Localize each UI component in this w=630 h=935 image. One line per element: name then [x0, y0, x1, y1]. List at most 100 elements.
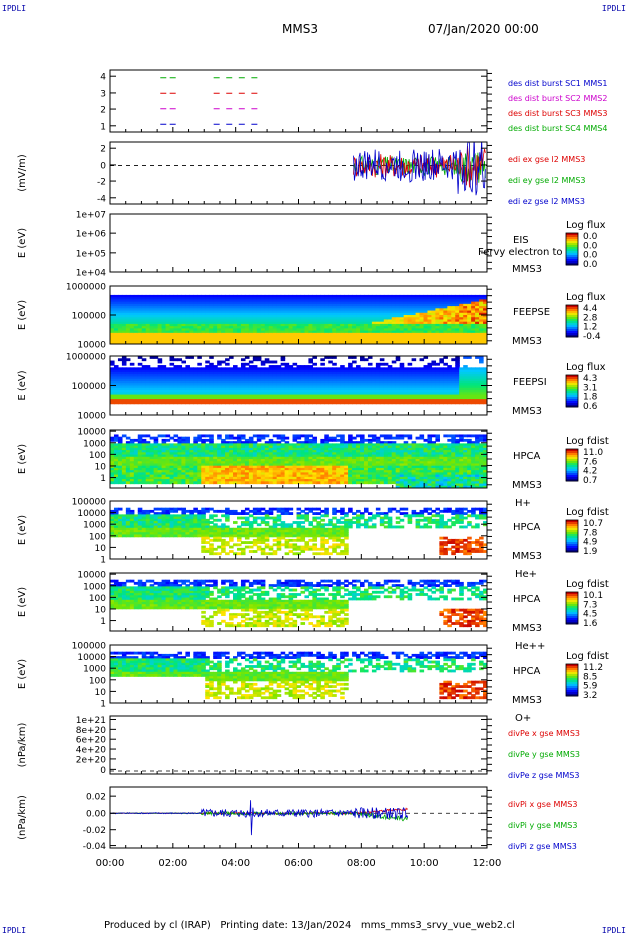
feepsi-cell — [340, 401, 345, 404]
feepsi-cell — [185, 401, 190, 404]
hpca_h-cell — [158, 481, 163, 484]
feepsi-cell — [416, 401, 421, 404]
feepsi-cell — [225, 358, 230, 361]
hpca_h-cell — [213, 481, 218, 484]
feepsi-cell — [467, 401, 472, 404]
feepsi-cell — [265, 401, 270, 404]
hpca_h-cell — [225, 437, 230, 440]
hpca_h-cell — [166, 481, 171, 484]
feepsi-cell — [134, 401, 139, 404]
feepsi-cell — [332, 363, 337, 366]
feepsi-cell — [213, 401, 218, 404]
feepsi-cell — [138, 401, 143, 404]
hpca_h-cell — [225, 481, 230, 484]
feepsi-cell — [130, 401, 135, 404]
feepsi-cell — [181, 361, 186, 364]
hpca_h-cell — [181, 481, 186, 484]
hpca_h-cell — [118, 481, 123, 484]
feepsi-cell — [281, 401, 286, 404]
feepsi-cell — [130, 363, 135, 366]
hpca_h-cell — [114, 439, 119, 442]
edi-legend-item: edi ez gse l2 MMS3 — [508, 197, 585, 206]
feepse-colorbar — [566, 305, 578, 338]
feepsi-cell — [300, 401, 305, 404]
feepsi-cell — [293, 401, 298, 404]
feepsi-spectrogram — [110, 356, 488, 404]
feepsi-cell — [233, 401, 238, 404]
feepsi-cell — [205, 361, 210, 364]
feepsi-label-instrument: FEEPSI — [513, 377, 547, 388]
hpca_h-cell — [166, 439, 171, 442]
feepsi-cell — [392, 361, 397, 364]
feepsi-cell — [344, 401, 349, 404]
hpca_h-cell — [177, 481, 182, 484]
hpca_h-cell — [249, 481, 254, 484]
feepsi-cell — [269, 401, 274, 404]
hpca_h-cell — [277, 481, 282, 484]
hpca_h-cell — [245, 481, 250, 484]
feepsi-cell — [142, 401, 147, 404]
feepsi-cell — [181, 401, 186, 404]
edi-ytick-label: -4 — [97, 194, 106, 204]
feepsi-ytick-label: 100000 — [72, 382, 107, 392]
panel-edi — [110, 136, 492, 204]
hpca_h-cell — [241, 481, 246, 484]
feepsi-cell — [197, 363, 202, 366]
hpca_h-cell — [130, 481, 135, 484]
hpca_h-cell — [185, 481, 190, 484]
feepsi-cell — [471, 401, 476, 404]
hpca_h-cell — [110, 481, 115, 484]
feepsi-cell — [380, 358, 385, 361]
hpca_h-cell — [209, 481, 214, 484]
hpca_h-cell — [253, 434, 258, 437]
feepsi-cell — [170, 358, 175, 361]
hpca_h-cell — [110, 439, 115, 442]
feepsi-cell — [451, 358, 456, 361]
burst-legend-item: des dist burst SC4 MMS4 — [508, 124, 607, 133]
feepsi-cell — [404, 401, 409, 404]
hpca_h-cell — [273, 434, 278, 437]
feepsi-cell — [443, 363, 448, 366]
feepsi-cell — [439, 361, 444, 364]
feepsi-cell — [312, 363, 317, 366]
hpca_h-cell — [265, 481, 270, 484]
feepsi-cell — [324, 401, 329, 404]
feepsi-cell — [166, 401, 171, 404]
feepsi-cell — [249, 401, 254, 404]
feepsi-cell — [336, 401, 341, 404]
hpca_h-cell — [122, 481, 127, 484]
hpca_h-cell — [189, 481, 194, 484]
feepsi-cell — [201, 401, 206, 404]
feepsi-cell — [150, 401, 155, 404]
feepse-ytick-label: 10000 — [77, 341, 106, 351]
feepsi-cell — [273, 361, 278, 364]
edi-ytick-label: 0 — [100, 161, 106, 171]
feepsi-cell — [126, 401, 131, 404]
panel-eis — [110, 214, 578, 272]
feepsi-cell — [265, 361, 270, 364]
feepsi-cell — [158, 361, 163, 364]
hpca_h-cell — [253, 481, 258, 484]
feepsi-cell — [285, 401, 290, 404]
burst-ytick-label: 1 — [100, 122, 106, 132]
feepsi-cell — [241, 358, 246, 361]
hpca_h-cell — [138, 481, 143, 484]
feepsi-cell — [320, 363, 325, 366]
eis-overlay-text: Fervy electron to — [478, 247, 563, 258]
hpca_h-cell — [261, 437, 266, 440]
hpca_h-cell — [257, 481, 262, 484]
feepsi-label-spacecraft: MMS3 — [512, 406, 542, 417]
feepsi-cell — [384, 363, 389, 366]
feepsi-cell — [360, 358, 365, 361]
feepsi-cell — [241, 401, 246, 404]
feepsi-cell — [447, 401, 452, 404]
feepsi-cell — [249, 361, 254, 364]
feepsi-cell — [443, 401, 448, 404]
hpca_h-cell — [162, 434, 167, 437]
feepsi-cell — [261, 401, 266, 404]
eis-ytick-label: 1e+06 — [76, 230, 107, 240]
hpca_h-cell — [257, 439, 262, 442]
burst-legend-item: des dist burst SC2 MMS2 — [508, 94, 607, 103]
eis-ytick-label: 1e+04 — [76, 269, 107, 279]
feepsi-cell — [400, 401, 405, 404]
